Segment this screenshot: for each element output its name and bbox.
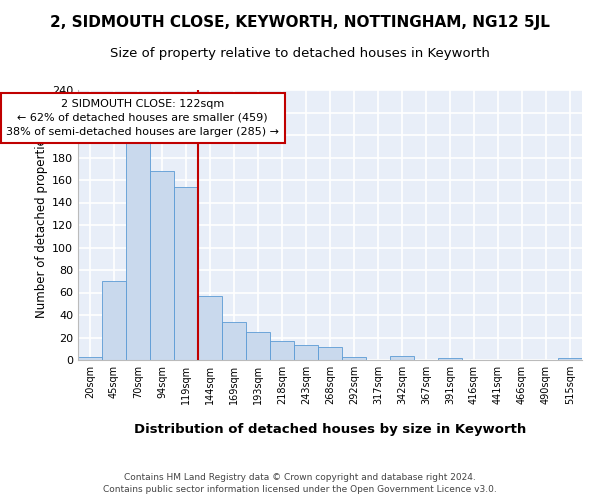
Bar [390,356,414,360]
Text: Size of property relative to detached houses in Keyworth: Size of property relative to detached ho… [110,48,490,60]
Text: Distribution of detached houses by size in Keyworth: Distribution of detached houses by size … [134,422,526,436]
Bar [198,296,222,360]
Bar [270,341,294,360]
Bar [318,346,342,360]
Bar [78,356,102,360]
Bar [342,356,366,360]
Text: 2, SIDMOUTH CLOSE, KEYWORTH, NOTTINGHAM, NG12 5JL: 2, SIDMOUTH CLOSE, KEYWORTH, NOTTINGHAM,… [50,15,550,30]
Bar [150,171,174,360]
Bar [246,332,270,360]
Bar [294,346,318,360]
Bar [558,358,582,360]
Bar [174,186,198,360]
Y-axis label: Number of detached properties: Number of detached properties [35,132,48,318]
Bar [222,322,246,360]
Text: Contains public sector information licensed under the Open Government Licence v3: Contains public sector information licen… [103,485,497,494]
Bar [438,358,462,360]
Text: 2 SIDMOUTH CLOSE: 122sqm
← 62% of detached houses are smaller (459)
38% of semi-: 2 SIDMOUTH CLOSE: 122sqm ← 62% of detach… [7,99,280,137]
Bar [102,281,126,360]
Text: Contains HM Land Registry data © Crown copyright and database right 2024.: Contains HM Land Registry data © Crown c… [124,472,476,482]
Bar [126,143,150,360]
